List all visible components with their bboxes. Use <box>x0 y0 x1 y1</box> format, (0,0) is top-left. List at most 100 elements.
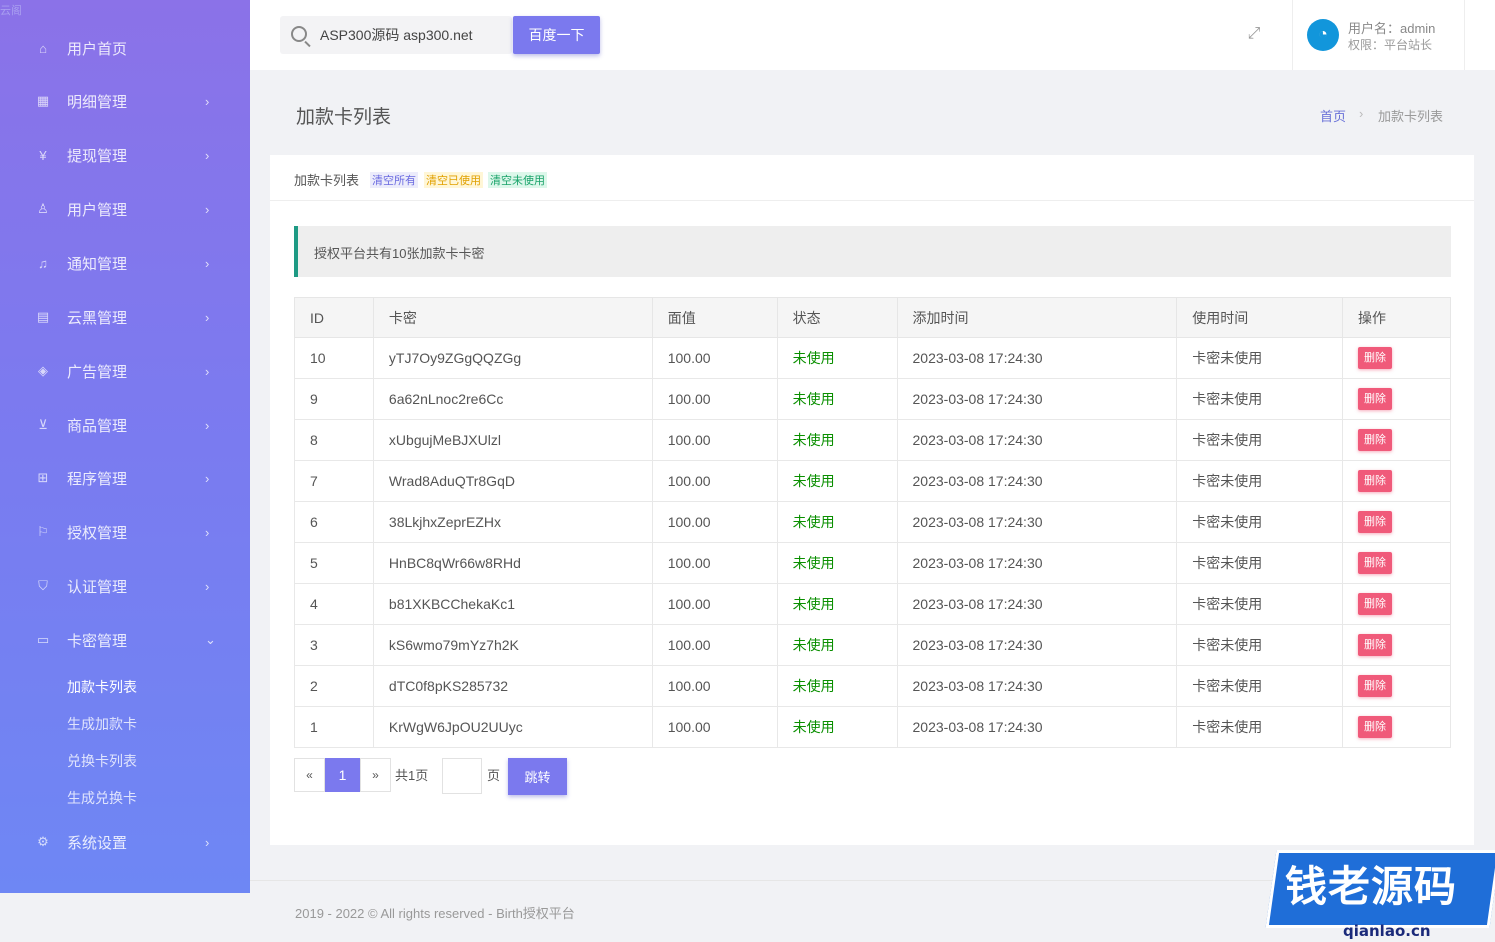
fullscreen-icon[interactable]: ⤢ <box>1247 25 1261 42</box>
cell-used-time: 卡密未使用 <box>1176 665 1344 707</box>
col-header-actions: 操作 <box>1342 297 1451 338</box>
page-jump-button[interactable]: 跳转 <box>508 758 567 795</box>
clear-all-button[interactable]: 清空所有 <box>370 172 418 188</box>
col-header-key: 卡密 <box>372 297 653 338</box>
cell-added-time: 2023-03-08 17:24:30 <box>896 419 1178 461</box>
delete-button[interactable]: 删除 <box>1358 552 1393 574</box>
cell-added-time: 2023-03-08 17:24:30 <box>896 583 1178 625</box>
clear-unused-button[interactable]: 清空未使用 <box>488 172 547 188</box>
delete-button[interactable]: 删除 <box>1358 593 1393 615</box>
sidebar-subitem-generate-redeem-card[interactable]: 生成兑换卡 <box>67 790 137 806</box>
pagination-next[interactable]: » <box>360 758 391 792</box>
cell-id: 4 <box>294 583 374 625</box>
user-icon: ♙ <box>37 201 49 216</box>
sidebar-item-label: 程序管理 <box>67 470 128 488</box>
delete-button[interactable]: 删除 <box>1358 511 1393 533</box>
sidebar-item-11[interactable]: ▭ 卡密管理 ⌄ <box>0 620 250 660</box>
chevron-right-icon: › <box>205 834 210 850</box>
page-title: 加款卡列表 <box>296 107 392 128</box>
cell-actions: 删除 <box>1342 542 1451 584</box>
cell-key: HnBC8qWr66w8RHd <box>372 542 653 584</box>
table-row: 4 b81XKBCChekaKc1 100.00 未使用 2023-03-08 17:2… <box>294 583 1451 625</box>
sidebar-item-4[interactable]: ♫ 通知管理 › <box>0 243 250 283</box>
cell-added-time: 2023-03-08 17:24:30 <box>896 501 1178 543</box>
sidebar-item-10[interactable]: ⛉ 认证管理 › <box>0 566 250 606</box>
cell-id: 5 <box>294 542 374 584</box>
col-header-id: ID <box>294 297 374 338</box>
search-button[interactable]: 百度一下 <box>513 16 600 54</box>
top-header: 百度一下 ⤢ ◔ 用户名：admin 权限：平台站长 <box>250 0 1495 70</box>
cell-id: 2 <box>294 665 374 707</box>
cell-key: Wrad8AduQTr8GqD <box>372 460 653 502</box>
cell-id: 10 <box>294 337 374 379</box>
clear-used-button[interactable]: 清空已使用 <box>424 172 483 188</box>
col-header-value: 面值 <box>651 297 778 338</box>
sidebar-item-8[interactable]: ⊞ 程序管理 › <box>0 458 250 498</box>
delete-button[interactable]: 删除 <box>1358 675 1393 697</box>
avatar[interactable]: ◔ <box>1307 19 1339 51</box>
sidebar-item-3[interactable]: ♙ 用户管理 › <box>0 189 250 229</box>
cell-value: 100.00 <box>651 501 778 543</box>
cell-status: 未使用 <box>776 624 898 666</box>
chevron-right-icon: › <box>205 309 210 325</box>
chevron-right-icon: › <box>205 93 210 109</box>
sidebar: 云阁 ⌂ 用户首页 ▦ 明细管理 › ¥ 提现管理 › ♙ 用户管理 › ♫ 通知管理 › ▤ 云黑管理 › ◈ 广… <box>0 0 250 893</box>
sidebar-item-2[interactable]: ¥ 提现管理 › <box>0 135 250 175</box>
cell-status: 未使用 <box>776 378 898 420</box>
flag-icon: ⚐ <box>37 524 49 539</box>
sidebar-subitem-generate-add-card[interactable]: 生成加款卡 <box>67 716 137 732</box>
chevron-right-icon: › <box>205 201 210 217</box>
cell-key: dTC0f8pKS285732 <box>372 665 653 707</box>
sidebar-item-label: 广告管理 <box>67 363 128 381</box>
apps-icon: ⊞ <box>37 470 49 485</box>
sidebar-item-label: 提现管理 <box>67 147 128 165</box>
table-row: 7 Wrad8AduQTr8GqD 100.00 未使用 2023-03-08 17:2… <box>294 460 1451 502</box>
chevron-right-icon: › <box>205 255 210 271</box>
sidebar-item-9[interactable]: ⚐ 授权管理 › <box>0 512 250 552</box>
user-name: 用户名：admin <box>1348 21 1436 36</box>
sidebar-item-label: 卡密管理 <box>67 632 128 650</box>
footer-divider <box>250 880 1495 881</box>
chevron-right-icon: › <box>205 470 210 486</box>
delete-button[interactable]: 删除 <box>1358 470 1393 492</box>
sidebar-item-12[interactable]: ⚙ 系统设置 › <box>0 822 250 862</box>
card-table: ID 卡密 面值 状态 添加时间 使用时间 操作 10 yTJ7Oy9ZGgQQZ… <box>294 297 1451 748</box>
cell-value: 100.00 <box>651 624 778 666</box>
sidebar-subitem-add-card-list[interactable]: 加款卡列表 <box>67 679 137 695</box>
sidebar-item-7[interactable]: ⊻ 商品管理 › <box>0 405 250 445</box>
sidebar-item-6[interactable]: ◈ 广告管理 › <box>0 351 250 391</box>
cell-key: kS6wmo79mYz7h2K <box>372 624 653 666</box>
cell-added-time: 2023-03-08 17:24:30 <box>896 706 1178 748</box>
cell-status: 未使用 <box>776 583 898 625</box>
sidebar-item-label: 用户首页 <box>67 40 128 58</box>
delete-button[interactable]: 删除 <box>1358 634 1393 656</box>
cell-status: 未使用 <box>776 706 898 748</box>
cell-used-time: 卡密未使用 <box>1176 378 1344 420</box>
delete-button[interactable]: 删除 <box>1358 716 1393 738</box>
pagination-prev[interactable]: « <box>294 758 325 792</box>
cell-status: 未使用 <box>776 337 898 379</box>
delete-button[interactable]: 删除 <box>1358 429 1393 451</box>
breadcrumb-home[interactable]: 首页 <box>1320 109 1347 124</box>
search-input[interactable] <box>320 16 510 54</box>
sidebar-item-5[interactable]: ▤ 云黑管理 › <box>0 297 250 337</box>
card-title: 加款卡列表 <box>294 173 360 188</box>
sidebar-item-label: 用户管理 <box>67 201 128 219</box>
cell-added-time: 2023-03-08 17:24:30 <box>896 624 1178 666</box>
cell-used-time: 卡密未使用 <box>1176 706 1344 748</box>
yen-icon: ¥ <box>39 147 47 163</box>
table-row: 3 kS6wmo79mYz7h2K 100.00 未使用 2023-03-08 17:2… <box>294 624 1451 666</box>
table-row: 5 HnBC8qWr66w8RHd 100.00 未使用 2023-03-08 17:2… <box>294 542 1451 584</box>
cell-value: 100.00 <box>651 460 778 502</box>
page-jump-input[interactable] <box>442 758 482 794</box>
cell-key: xUbgujMeBJXUlzl <box>372 419 653 461</box>
cell-value: 100.00 <box>651 583 778 625</box>
delete-button[interactable]: 删除 <box>1358 347 1393 369</box>
sidebar-item-label: 云黑管理 <box>67 309 128 327</box>
pagination-page-1[interactable]: 1 <box>325 758 360 792</box>
sidebar-subitem-redeem-card-list[interactable]: 兑换卡列表 <box>67 753 137 769</box>
sidebar-item-0[interactable]: ⌂ 用户首页 <box>0 28 250 68</box>
delete-button[interactable]: 删除 <box>1358 388 1393 410</box>
card-header: 加款卡列表 清空所有 清空已使用 清空未使用 <box>270 155 1474 201</box>
sidebar-item-1[interactable]: ▦ 明细管理 › <box>0 81 250 121</box>
